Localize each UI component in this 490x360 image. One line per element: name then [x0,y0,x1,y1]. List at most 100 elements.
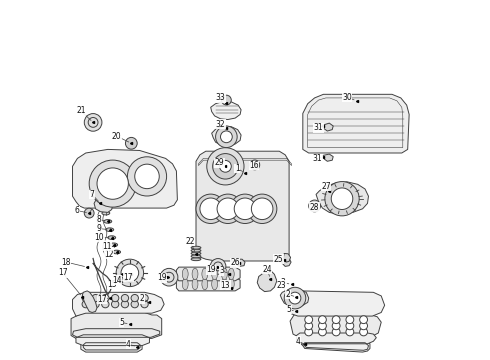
Polygon shape [316,182,368,214]
Polygon shape [282,258,291,266]
Circle shape [346,316,354,324]
Text: 26: 26 [230,258,240,267]
Circle shape [318,322,326,330]
Ellipse shape [191,249,201,252]
Ellipse shape [228,278,234,290]
Text: 1: 1 [235,164,240,173]
Circle shape [284,287,306,309]
Ellipse shape [221,268,227,280]
Text: 29: 29 [215,158,224,167]
Ellipse shape [102,294,109,302]
Circle shape [89,160,136,207]
Polygon shape [73,292,164,316]
Text: 22: 22 [185,237,195,246]
Circle shape [360,316,368,324]
Circle shape [247,194,277,224]
Polygon shape [280,290,309,305]
Text: 19: 19 [157,274,167,282]
Circle shape [230,194,260,224]
Text: 21: 21 [76,107,86,116]
Ellipse shape [221,278,227,290]
Ellipse shape [202,268,208,280]
Ellipse shape [104,220,112,223]
Circle shape [220,131,232,143]
Polygon shape [322,154,333,161]
Circle shape [220,161,231,172]
Text: 3: 3 [281,278,286,287]
Text: 17: 17 [97,295,107,304]
Ellipse shape [191,258,201,261]
Ellipse shape [141,294,148,302]
Text: 25: 25 [273,255,283,264]
Text: 13: 13 [220,281,230,290]
Polygon shape [76,335,149,346]
Text: 15: 15 [107,280,117,289]
Ellipse shape [212,278,218,290]
Circle shape [84,114,102,131]
Circle shape [200,198,221,220]
Text: 10: 10 [95,233,104,242]
Text: 31: 31 [314,123,323,132]
Ellipse shape [92,301,99,308]
Ellipse shape [191,252,201,255]
Text: 17: 17 [58,269,68,277]
Circle shape [360,322,368,330]
Text: 11: 11 [102,242,112,251]
Ellipse shape [108,236,116,239]
Ellipse shape [106,228,114,231]
Polygon shape [73,149,177,208]
Polygon shape [81,341,142,352]
Ellipse shape [228,268,234,280]
Text: 32: 32 [216,120,225,129]
Ellipse shape [82,301,90,308]
Text: 4: 4 [126,340,131,348]
Ellipse shape [131,294,139,302]
Text: 30: 30 [342,93,352,102]
Text: 33: 33 [216,94,225,103]
Text: 19: 19 [206,266,216,275]
Circle shape [121,264,139,282]
Text: 5: 5 [119,318,124,327]
Ellipse shape [82,294,90,302]
Circle shape [196,194,225,224]
Text: 7: 7 [90,190,95,199]
Polygon shape [211,102,241,120]
Circle shape [135,164,159,189]
Text: 20: 20 [112,132,122,141]
Circle shape [331,188,353,210]
Circle shape [346,322,354,330]
Circle shape [325,181,359,216]
Circle shape [305,322,313,330]
Circle shape [217,198,239,220]
Text: 17: 17 [123,273,133,282]
Text: 3: 3 [219,266,224,275]
Polygon shape [283,253,291,262]
Circle shape [210,258,226,274]
Polygon shape [322,123,333,131]
Polygon shape [301,341,370,352]
Circle shape [127,157,167,196]
Circle shape [97,168,128,199]
Text: 18: 18 [61,258,71,266]
Ellipse shape [191,246,201,249]
Circle shape [360,328,368,336]
Text: 24: 24 [262,265,272,274]
Ellipse shape [191,255,201,258]
Circle shape [213,194,243,224]
Circle shape [125,138,137,149]
Ellipse shape [182,278,188,290]
Ellipse shape [192,268,198,280]
Text: 14: 14 [112,276,122,285]
Circle shape [216,126,237,148]
Ellipse shape [92,294,99,302]
Polygon shape [71,312,162,338]
Text: 23: 23 [277,281,287,290]
Circle shape [213,154,238,179]
Text: 12: 12 [104,250,114,258]
Circle shape [251,198,273,220]
Polygon shape [176,277,240,291]
Ellipse shape [192,278,198,290]
Polygon shape [82,291,97,312]
Circle shape [250,160,260,170]
Polygon shape [290,312,381,337]
